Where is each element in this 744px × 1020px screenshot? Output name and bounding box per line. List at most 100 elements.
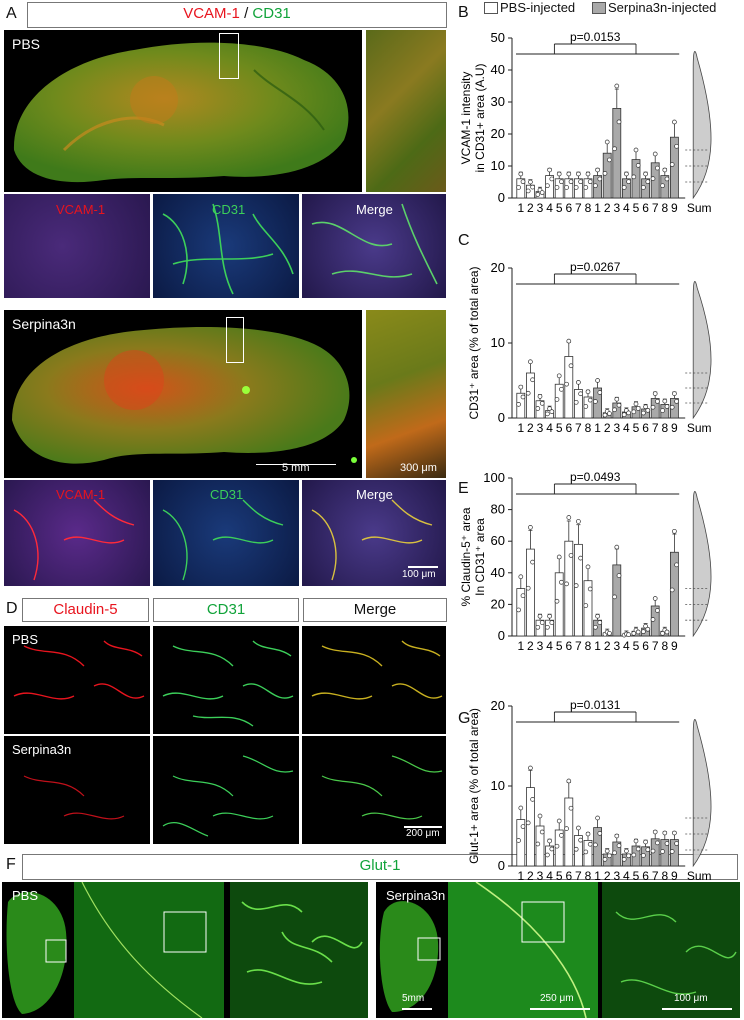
y-tick-label: 0 xyxy=(498,628,505,643)
x-tick-label: 8 xyxy=(585,869,592,883)
data-point xyxy=(537,394,543,399)
x-tick-label: 7 xyxy=(575,869,582,883)
data-point xyxy=(621,857,627,862)
pbs-cd31-label: CD31 xyxy=(212,202,246,217)
data-point xyxy=(602,412,608,418)
data-point xyxy=(564,826,569,831)
data-point xyxy=(573,846,579,852)
x-tick-label: 5 xyxy=(556,421,563,435)
data-point xyxy=(593,624,598,630)
x-tick-label: 2 xyxy=(527,421,534,435)
x-tick-label: 7 xyxy=(575,639,582,653)
x-tick-label: 7 xyxy=(652,639,659,653)
data-point xyxy=(576,519,581,524)
data-point xyxy=(655,399,660,404)
data-point xyxy=(597,390,603,395)
x-tick-label: 2 xyxy=(604,869,611,883)
pbs-zoom-image xyxy=(366,30,446,192)
data-point xyxy=(652,391,658,396)
data-point xyxy=(549,846,555,852)
legend-swatch-serpina3n xyxy=(592,2,606,14)
data-point xyxy=(674,143,679,149)
data-point xyxy=(554,397,560,402)
scale-bar xyxy=(256,464,336,465)
data-point xyxy=(549,409,555,414)
data-point xyxy=(633,401,639,407)
x-tick-label: 3 xyxy=(537,421,544,435)
x-tick-label: 6 xyxy=(565,421,572,435)
data-point xyxy=(520,179,526,185)
data-point xyxy=(674,399,679,404)
data-point xyxy=(539,400,545,406)
data-point xyxy=(516,838,521,843)
legend-swatch-pbs xyxy=(484,2,498,14)
pbs-vcam1-label: VCAM-1 xyxy=(56,202,106,217)
legend-label-serpina3n: Serpina3n-injected xyxy=(608,0,717,15)
data-point xyxy=(528,359,533,365)
pbs-row-label: PBS xyxy=(12,888,39,903)
x-tick-label: 8 xyxy=(661,869,668,883)
data-point xyxy=(664,841,670,846)
data-point xyxy=(576,825,581,831)
data-point xyxy=(624,171,629,177)
data-point xyxy=(539,829,545,835)
zoom-box xyxy=(219,33,239,79)
data-point xyxy=(520,824,526,829)
panel-a-title: VCAM-1 / CD31 xyxy=(27,2,447,28)
data-point xyxy=(578,555,583,561)
data-point xyxy=(578,391,583,397)
data-point xyxy=(566,515,572,520)
serpina3n-brain-section-image xyxy=(4,310,362,478)
zoom-box xyxy=(226,317,244,363)
data-point xyxy=(641,629,646,635)
scale-bar-label-100um: 100 μm xyxy=(674,993,708,1004)
panel-letter-a: A xyxy=(6,5,17,22)
scale-bar-label-300um: 300 μm xyxy=(400,462,437,474)
data-point xyxy=(530,559,535,565)
bar xyxy=(669,551,679,637)
data-point xyxy=(525,820,531,826)
data-point xyxy=(568,363,574,369)
y-tick-label: 0 xyxy=(498,858,505,873)
data-point xyxy=(518,574,524,580)
data-point xyxy=(616,573,622,578)
data-point xyxy=(672,391,677,396)
data-point xyxy=(516,185,521,190)
x-tick-label: 4 xyxy=(546,869,553,883)
serpina3n-row-label: Serpina3n xyxy=(12,316,76,332)
data-point xyxy=(612,146,617,152)
data-point xyxy=(528,765,533,771)
x-tick-label: 5 xyxy=(556,869,563,883)
data-point xyxy=(650,176,656,181)
data-point xyxy=(518,805,524,811)
x-tick-label: 6 xyxy=(565,201,572,215)
p-value-label: p=0.0267 xyxy=(570,260,621,274)
serpina3n-claudin5-image xyxy=(4,736,150,844)
x-tick-label: 1 xyxy=(594,869,601,883)
scale-bar-label-5mm: 5mm xyxy=(402,993,425,1004)
p-value-label: p=0.0131 xyxy=(570,698,621,712)
data-point xyxy=(530,184,535,190)
title-separator: / xyxy=(239,5,253,22)
chart-c: 0 10 20 CD31⁺ area (% of total area) 1 2 3 4 5 6 7… xyxy=(452,250,742,450)
data-point xyxy=(525,390,531,396)
serpina3n-row-label: Serpina3n xyxy=(386,888,446,903)
y-tick-label: 50 xyxy=(491,30,505,45)
data-point xyxy=(573,399,579,405)
x-tick-label: 6 xyxy=(565,869,572,883)
data-point xyxy=(535,624,541,630)
data-point xyxy=(559,386,564,392)
scale-bar xyxy=(530,1008,590,1010)
data-point xyxy=(593,183,598,189)
serpina3n-zoom-image xyxy=(366,310,446,478)
serpina3n-cd31-image xyxy=(153,736,299,844)
panel-letter-e: E xyxy=(458,480,469,497)
data-point xyxy=(559,833,564,838)
data-point xyxy=(559,579,564,585)
data-point xyxy=(554,185,560,190)
y-tick-label: 10 xyxy=(491,158,505,173)
x-tick-label: 1 xyxy=(517,639,524,653)
data-point xyxy=(545,183,550,189)
x-tick-label: 1 xyxy=(517,869,524,883)
data-point xyxy=(587,179,593,185)
